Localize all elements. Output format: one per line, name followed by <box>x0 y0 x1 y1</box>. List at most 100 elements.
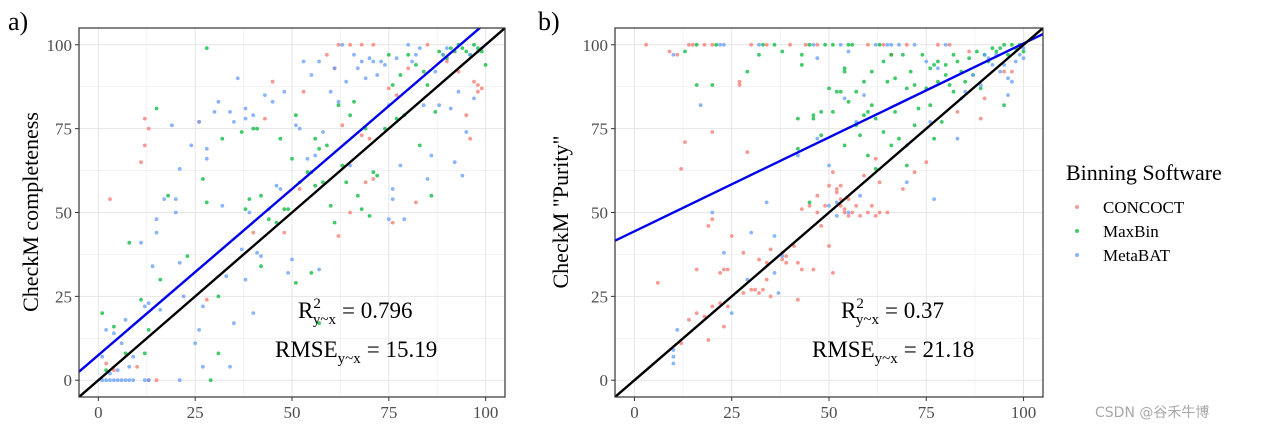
point-maxbin <box>994 49 999 54</box>
point-maxbin <box>877 42 882 47</box>
point-concoct <box>831 170 835 175</box>
point-concoct <box>764 260 769 265</box>
point-maxbin <box>386 52 391 57</box>
point-maxbin <box>850 42 855 47</box>
point-maxbin <box>1002 42 1006 47</box>
point-concoct <box>270 79 275 84</box>
point-concoct <box>406 66 411 71</box>
point-metabat <box>212 110 217 114</box>
point-metabat <box>278 187 283 191</box>
point-concoct <box>725 267 730 272</box>
point-metabat <box>243 116 248 121</box>
point-metabat <box>201 304 205 309</box>
point-metabat <box>1021 56 1026 61</box>
y-tick-label: 100 <box>583 36 609 55</box>
point-maxbin <box>889 52 894 57</box>
point-maxbin <box>967 56 971 61</box>
panel-a-r2-annotation: R2 y~x = 0.796 <box>298 296 412 328</box>
point-maxbin <box>819 133 824 138</box>
point-maxbin <box>294 113 298 118</box>
point-maxbin <box>683 49 687 54</box>
y-tick-label: 50 <box>55 204 72 223</box>
legend-swatch-maxbin <box>1075 229 1079 233</box>
point-maxbin <box>745 69 750 74</box>
point-concoct <box>764 42 769 47</box>
legend-swatch-metabat <box>1075 253 1079 257</box>
point-maxbin <box>255 126 259 131</box>
point-maxbin <box>154 106 159 111</box>
point-metabat <box>429 153 434 158</box>
point-metabat <box>177 260 182 265</box>
point-maxbin <box>355 193 360 198</box>
point-metabat <box>363 76 368 81</box>
point-metabat <box>123 317 128 322</box>
point-concoct <box>877 180 882 185</box>
point-metabat <box>119 378 124 383</box>
x-tick-label: 100 <box>1011 403 1037 422</box>
point-maxbin <box>951 52 956 57</box>
point-concoct <box>869 203 874 208</box>
point-maxbin <box>963 79 968 84</box>
point-metabat <box>162 197 167 202</box>
point-metabat <box>1017 52 1022 57</box>
point-concoct <box>873 214 878 218</box>
point-metabat <box>177 378 182 383</box>
point-concoct <box>340 123 345 128</box>
point-metabat <box>375 73 380 77</box>
point-metabat <box>932 197 936 202</box>
point-metabat <box>243 106 248 111</box>
point-maxbin <box>383 126 387 131</box>
point-metabat <box>460 173 465 178</box>
point-maxbin <box>208 378 213 383</box>
point-maxbin <box>796 116 800 121</box>
point-concoct <box>924 160 929 165</box>
point-maxbin <box>348 113 352 118</box>
point-concoct <box>445 59 449 64</box>
point-maxbin <box>912 83 917 87</box>
point-concoct <box>862 173 866 178</box>
point-metabat <box>112 378 116 383</box>
point-concoct <box>850 210 855 215</box>
legend-item-maxbin: MaxBin <box>1103 222 1159 241</box>
point-concoct <box>282 230 287 235</box>
point-metabat <box>115 378 120 383</box>
point-maxbin <box>694 42 699 47</box>
point-metabat <box>317 59 321 64</box>
point-maxbin <box>1021 49 1026 54</box>
point-maxbin <box>842 143 847 148</box>
point-maxbin <box>340 163 345 168</box>
point-metabat <box>274 183 279 188</box>
point-concoct <box>761 287 765 292</box>
point-maxbin <box>251 126 256 131</box>
point-maxbin <box>819 110 824 114</box>
point-concoct <box>301 89 306 94</box>
point-concoct <box>799 207 804 212</box>
point-maxbin <box>862 79 866 84</box>
point-concoct <box>866 42 870 47</box>
point-maxbin <box>807 42 812 47</box>
y-tick-label: 25 <box>591 287 608 306</box>
point-maxbin <box>936 59 940 64</box>
x-tick-label: 0 <box>94 403 103 422</box>
point-maxbin <box>259 193 263 198</box>
point-maxbin <box>317 146 321 151</box>
point-metabat <box>154 217 159 222</box>
point-maxbin <box>885 79 890 84</box>
panel-b-lines <box>615 28 1043 397</box>
point-metabat <box>204 156 209 161</box>
point-metabat <box>924 59 929 64</box>
point-metabat <box>251 113 256 118</box>
point-metabat <box>998 69 1003 74</box>
point-maxbin <box>448 46 453 50</box>
y-tick-label: 50 <box>591 204 608 223</box>
point-concoct <box>768 247 773 252</box>
point-concoct <box>827 183 831 188</box>
point-maxbin <box>294 281 298 285</box>
point-concoct <box>675 52 680 57</box>
point-maxbin <box>305 170 310 175</box>
point-metabat <box>100 354 105 359</box>
point-maxbin <box>873 116 878 121</box>
point-metabat <box>936 66 940 71</box>
point-concoct <box>687 42 691 47</box>
point-maxbin <box>317 321 321 326</box>
